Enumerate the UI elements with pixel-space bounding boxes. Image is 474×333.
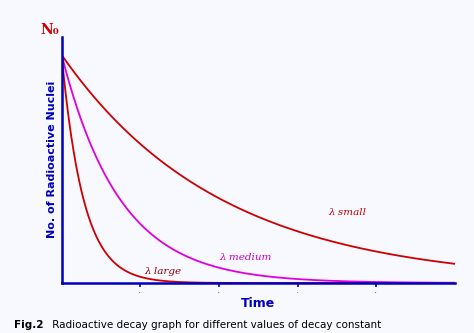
Text: λ small: λ small — [328, 207, 366, 216]
Text: λ large: λ large — [145, 267, 182, 276]
Y-axis label: No. of Radioactive Nuclei: No. of Radioactive Nuclei — [47, 81, 57, 238]
X-axis label: Time: Time — [241, 297, 275, 310]
Text: Fig.2: Fig.2 — [14, 320, 44, 330]
Text: λ medium: λ medium — [219, 253, 271, 262]
Text: N₀: N₀ — [40, 23, 59, 37]
Text: Radioactive decay graph for different values of decay constant: Radioactive decay graph for different va… — [49, 320, 381, 330]
